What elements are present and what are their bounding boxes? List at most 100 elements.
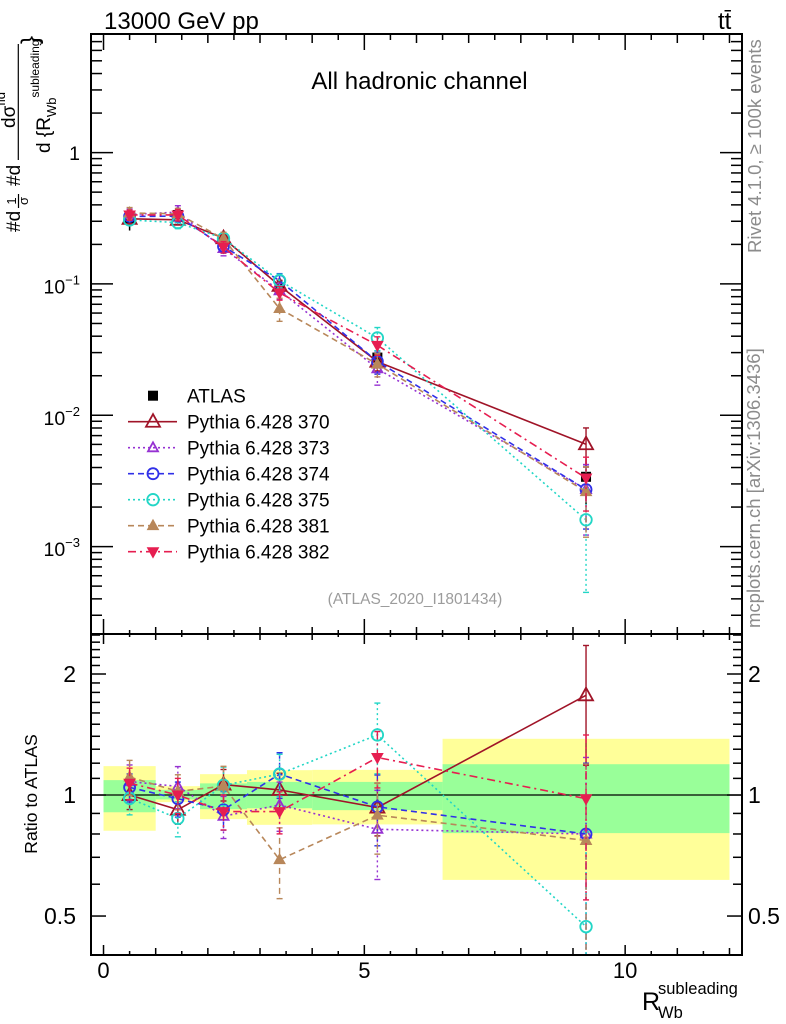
legend-entry: Pythia 6.428 382 — [128, 543, 330, 564]
y-tick-label-exponent: −3 — [65, 535, 80, 550]
legend-label: Pythia 6.428 381 — [187, 517, 330, 538]
data-point — [273, 288, 286, 300]
data-point — [579, 513, 593, 527]
series-line — [129, 215, 587, 491]
data-point — [577, 434, 595, 451]
y-label-frac2-denominator: d {RWbsubleading — [28, 40, 59, 153]
legend-marker — [146, 467, 160, 481]
process-label: tt̄ — [718, 8, 732, 35]
series-line — [129, 773, 587, 835]
x-tick-label: 0 — [97, 958, 109, 983]
legend-entry: Pythia 6.428 381 — [128, 517, 330, 538]
data-point — [371, 340, 384, 353]
series-line — [129, 756, 587, 813]
y-label-frac2-denominator-base: d {R — [34, 117, 55, 153]
y-tick-label: 10−3 — [43, 535, 80, 561]
legend-label: Pythia 6.428 370 — [187, 413, 330, 434]
data-point — [123, 210, 136, 222]
y-label-frac2-denominator-sub: Wb — [44, 98, 59, 118]
ratio-y-tick-label-right: 2 — [748, 661, 761, 687]
data-point — [217, 779, 230, 791]
y-label-frac2-numerator-base: dσ — [0, 105, 20, 128]
legend-marker — [146, 493, 160, 507]
y-label-frac2-denominator-sup: subleading — [28, 40, 42, 98]
legend-marker — [148, 390, 158, 401]
legend-label: Pythia 6.428 374 — [187, 465, 330, 486]
y-tick-label-base: 10 — [43, 276, 65, 298]
data-point — [371, 753, 384, 765]
legend-marker — [144, 412, 162, 428]
legend-label: Pythia 6.428 375 — [187, 491, 330, 512]
y-tick-label: 1 — [69, 143, 80, 165]
y-label-mid: #d — [4, 165, 25, 186]
series-line — [129, 776, 587, 861]
data-point — [370, 822, 384, 834]
data-point — [272, 767, 287, 781]
y-label-suffix: } — [17, 36, 44, 44]
data-point — [171, 210, 185, 222]
data-point — [579, 794, 593, 806]
ratio-y-tick-label-left: 1 — [63, 782, 76, 808]
y-axis-label: #d 1 σ #d dσfid d {RWbsubleading } — [0, 36, 59, 232]
series-line — [129, 218, 587, 445]
x-axis-label: R — [642, 988, 660, 1016]
legend-marker — [146, 518, 160, 531]
legend-entry: ATLAS — [148, 387, 246, 408]
y-tick-label: 10−2 — [43, 404, 80, 430]
y-label-frac1-numerator: 1 — [4, 197, 19, 204]
legend-entry: Pythia 6.428 370 — [128, 412, 330, 434]
y-label-frac2-numerator-sup: fid — [0, 92, 8, 106]
data-point — [370, 728, 385, 742]
ratio-y-tick-label-right: 1 — [748, 782, 761, 808]
data-point — [579, 473, 593, 485]
y-tick-label-base: 1 — [69, 143, 80, 165]
data-point — [577, 685, 595, 702]
legend-entry: Pythia 6.428 373 — [128, 439, 330, 460]
data-point — [579, 919, 593, 934]
y-label-frac1-denominator: σ — [16, 197, 31, 205]
series-line — [129, 694, 587, 811]
y-tick-label-exponent: −1 — [65, 272, 80, 287]
data-point — [217, 807, 230, 819]
data-point — [273, 301, 286, 314]
ratio-panel-series — [121, 644, 595, 955]
y-label-prefix: #d — [4, 211, 25, 232]
y-tick-label-base: 10 — [43, 539, 65, 561]
x-axis-label-sub: Wb — [658, 1004, 683, 1022]
series-line — [129, 214, 587, 479]
legend: ATLAS Pythia 6.428 370 Pythia 6.428 373 Pyt… — [128, 387, 330, 564]
ratio-y-tick-label-left: 2 — [63, 661, 76, 687]
data-point — [273, 807, 286, 819]
data-point — [171, 811, 185, 826]
legend-label: ATLAS — [187, 387, 246, 408]
y-label-frac2-numerator: dσfid — [0, 92, 20, 128]
mcplots-source-label: mcplots.cern.ch [arXiv:1306.3436] — [743, 348, 764, 628]
y-tick-label-base: 10 — [43, 408, 65, 430]
series-6-ratio — [123, 730, 593, 901]
ratio-y-tick-label-right: 0.5 — [748, 903, 780, 929]
x-axis-label-sup: subleading — [658, 980, 738, 998]
series-line — [129, 211, 587, 491]
legend-label: Pythia 6.428 382 — [187, 543, 330, 564]
main-panel-series — [121, 204, 595, 594]
ratio-y-tick-label-left: 0.5 — [44, 903, 76, 929]
legend-label: Pythia 6.428 373 — [187, 439, 330, 460]
plot-title: All hadronic channel — [311, 68, 527, 95]
y-tick-label: 10−1 — [43, 272, 80, 298]
energy-label: 13000 GeV pp — [104, 8, 259, 35]
y-tick-label-exponent: −2 — [65, 404, 80, 419]
data-point — [171, 790, 185, 802]
legend-entry: Pythia 6.428 374 — [128, 465, 330, 486]
x-tick-label: 10 — [613, 958, 637, 983]
data-point — [371, 357, 384, 369]
legend-marker — [146, 547, 160, 559]
data-point — [273, 852, 286, 865]
legend-marker — [146, 440, 160, 453]
series-6-main — [123, 208, 593, 512]
analysis-id-label: (ATLAS_2020_I1801434) — [328, 591, 503, 608]
legend-entry: Pythia 6.428 375 — [128, 491, 330, 512]
data-point — [123, 778, 136, 791]
x-tick-label: 5 — [358, 958, 370, 983]
